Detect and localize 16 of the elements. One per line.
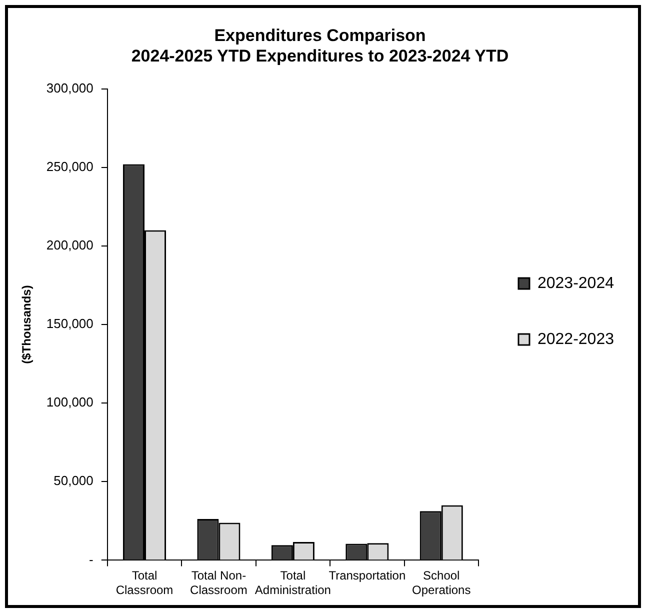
x-tick-label: Transportation <box>328 568 406 583</box>
x-tick-label: Total Administration <box>254 568 331 598</box>
x-tick-label: School Operations <box>412 568 471 598</box>
y-tick-label: 50,000 <box>54 473 94 488</box>
legend-label: 2023-2024 <box>537 274 614 292</box>
y-tick-label: 150,000 <box>46 316 94 332</box>
y-axis-title: ($Thousands) <box>20 285 34 364</box>
chart-title: Expenditures Comparison 2024-2025 YTD Expenditures to 2023-2024 YTD <box>131 26 509 66</box>
x-tick-label: Total Non-Classroom <box>190 568 248 598</box>
y-tick-label: - <box>89 552 94 567</box>
y-tick-label: 100,000 <box>46 394 94 410</box>
x-tick-label: Total Classroom <box>116 568 174 598</box>
y-tick-label: 300,000 <box>46 80 94 96</box>
y-tick-label: 250,000 <box>46 158 94 174</box>
y-tick-label: 200,000 <box>46 238 94 253</box>
legend-label: 2022-2023 <box>537 330 614 348</box>
